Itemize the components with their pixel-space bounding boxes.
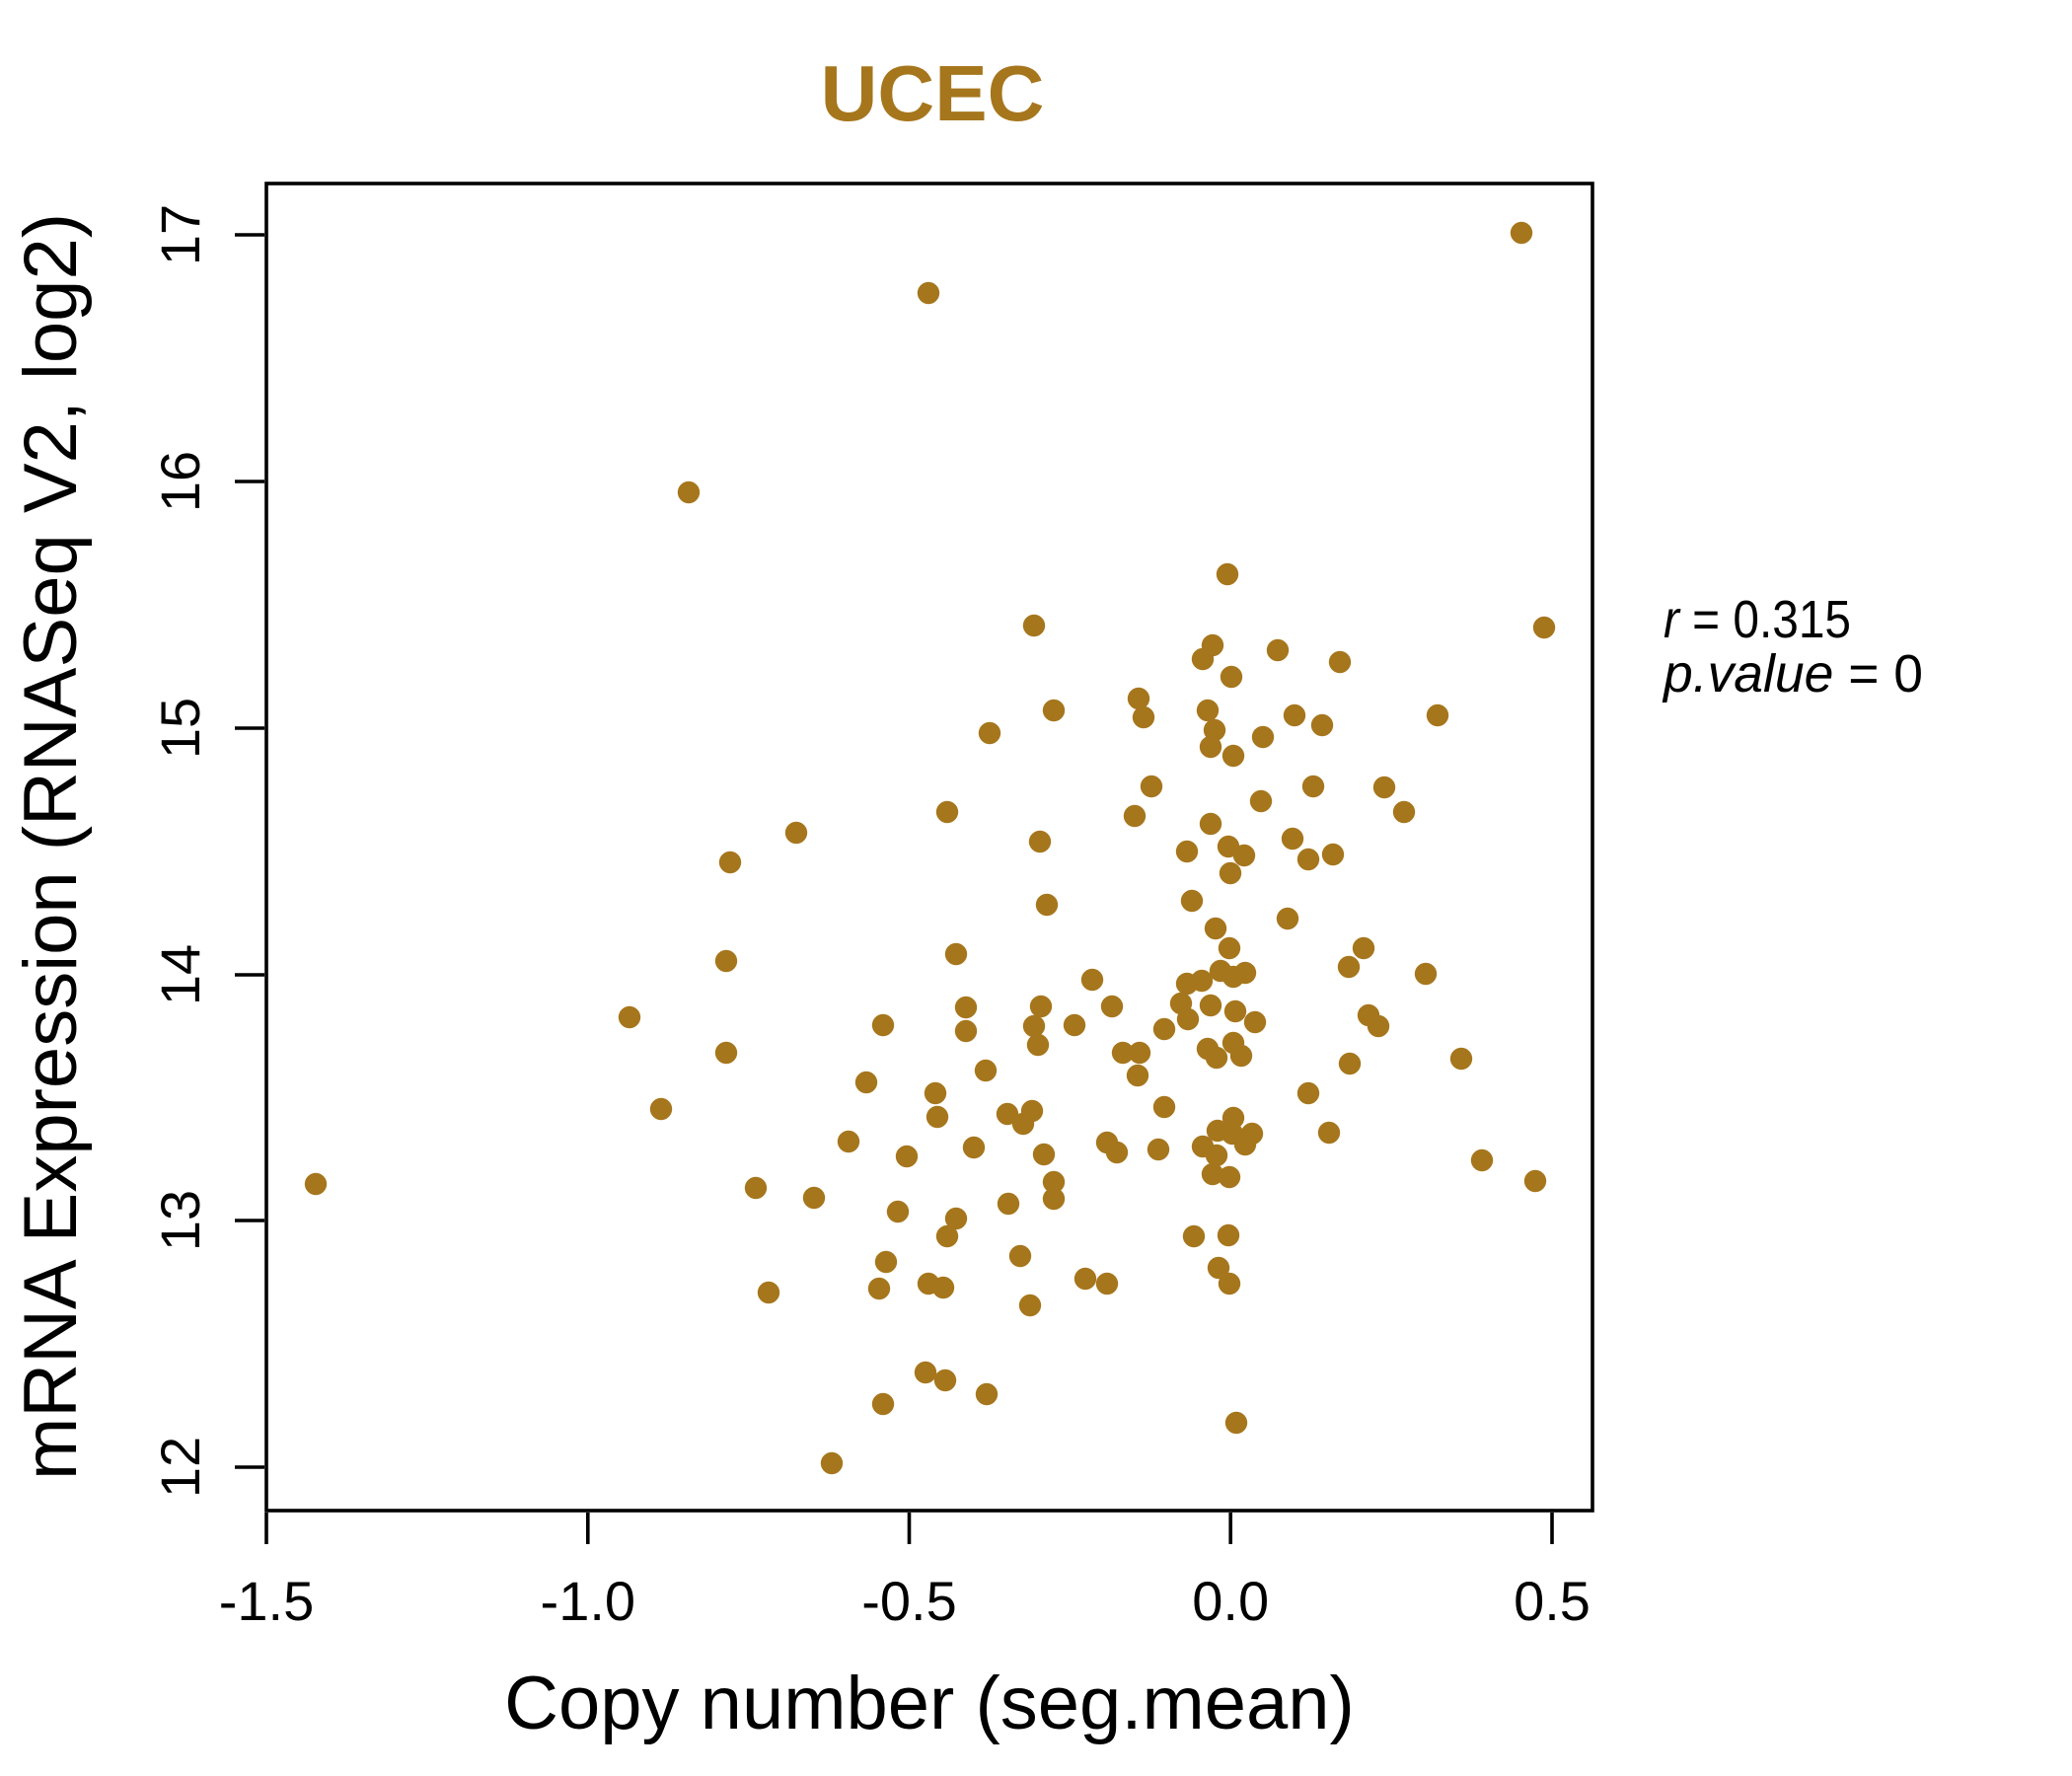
svg-text:16: 16 bbox=[149, 451, 211, 512]
svg-text:17: 17 bbox=[149, 204, 211, 265]
svg-text:-0.5: -0.5 bbox=[861, 1570, 957, 1632]
svg-text:0.0: 0.0 bbox=[1192, 1570, 1269, 1632]
svg-text:UCEC: UCEC bbox=[821, 49, 1045, 137]
svg-text:13: 13 bbox=[149, 1190, 211, 1251]
svg-text:14: 14 bbox=[149, 944, 211, 1005]
svg-text:Copy number (seg.mean): Copy number (seg.mean) bbox=[504, 1662, 1355, 1745]
svg-text:12: 12 bbox=[149, 1437, 211, 1498]
svg-text:r = 0.315: r = 0.315 bbox=[1664, 590, 1851, 649]
svg-text:15: 15 bbox=[149, 698, 211, 759]
svg-text:p.value = 0: p.value = 0 bbox=[1662, 644, 1923, 703]
svg-text:0.5: 0.5 bbox=[1514, 1570, 1591, 1632]
svg-text:mRNA Expression (RNASeq V2, lo: mRNA Expression (RNASeq V2, log2) bbox=[9, 213, 93, 1480]
svg-text:-1.5: -1.5 bbox=[219, 1570, 315, 1632]
svg-text:-1.0: -1.0 bbox=[541, 1570, 636, 1632]
